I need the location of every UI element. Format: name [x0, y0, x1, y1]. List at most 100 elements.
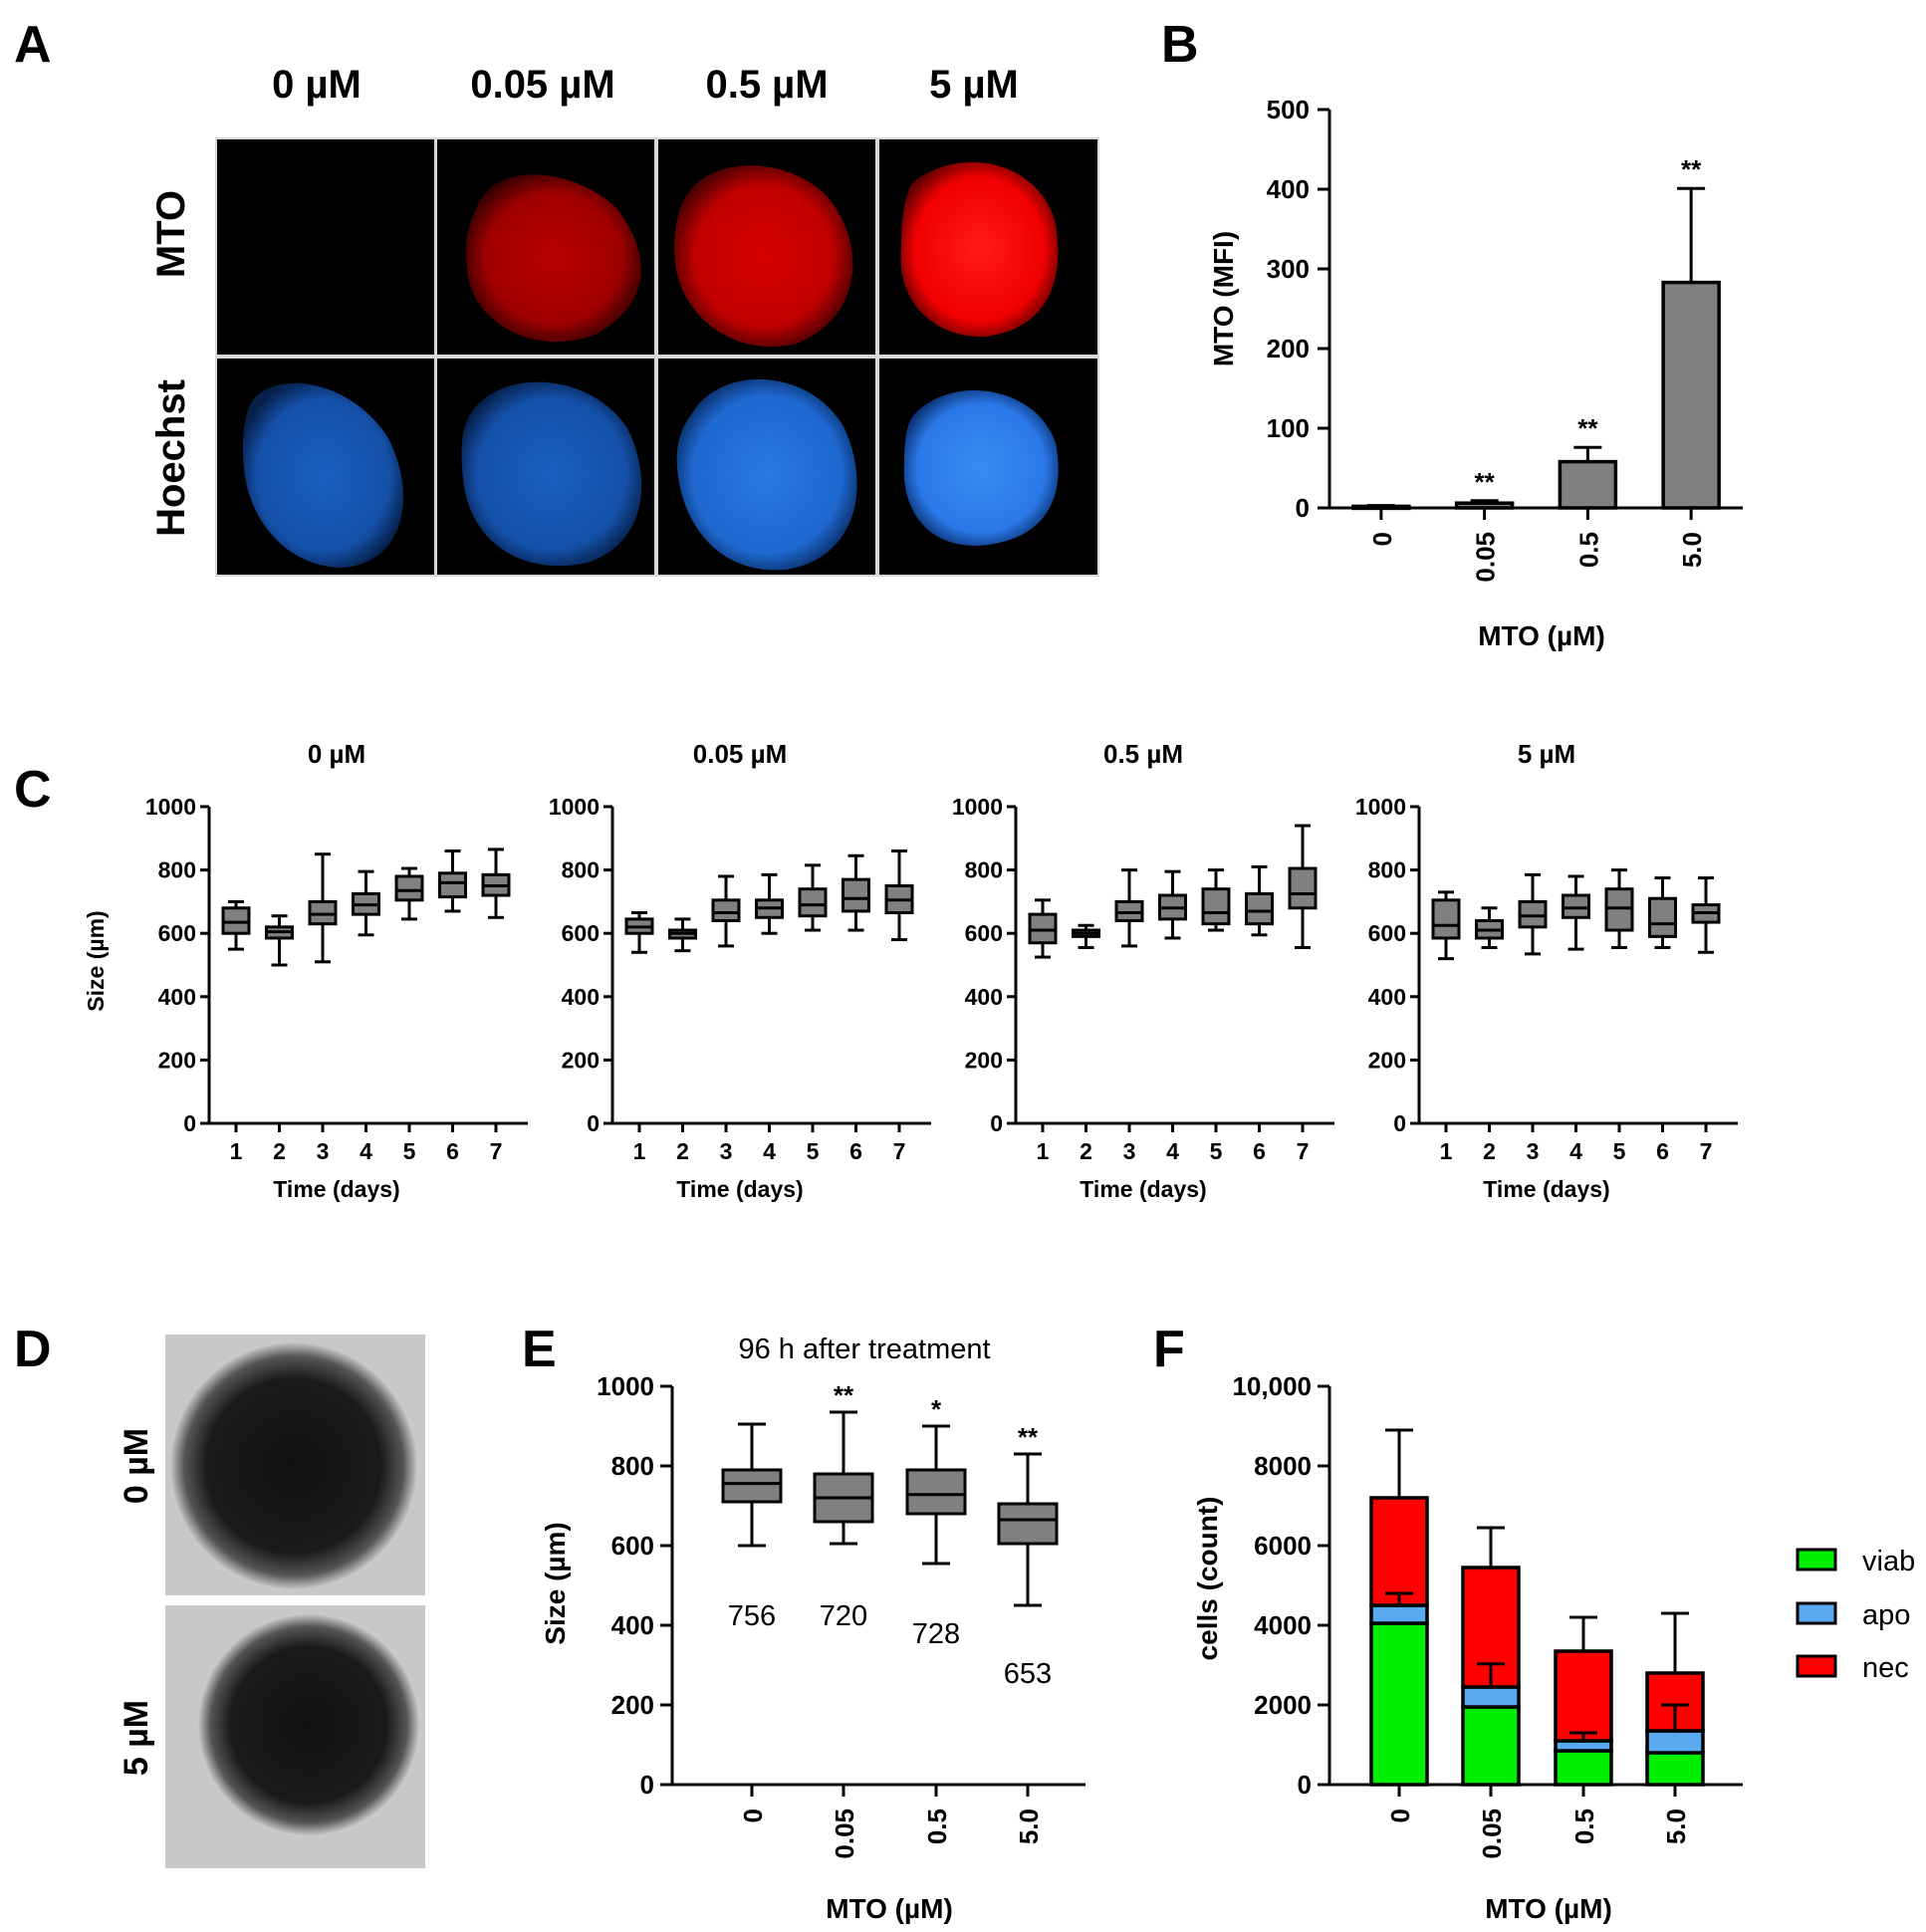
- b-xlabel: MTO (µM): [1478, 620, 1605, 651]
- c-xtick-label: 3: [317, 1138, 330, 1164]
- f-bar-segment-viab: [1461, 1705, 1521, 1787]
- f-ytick-label: 2000: [1254, 1690, 1312, 1720]
- spheroid-hoechst-5: [903, 390, 1059, 546]
- c-xtick-label: 3: [720, 1138, 733, 1164]
- b-xtick-label: 0.05: [1471, 532, 1501, 583]
- b-ylabel: MTO (MFI): [1208, 231, 1239, 366]
- c-xtick-label: 1: [1037, 1138, 1050, 1164]
- f-xtick-label: 5.0: [1661, 1809, 1691, 1844]
- c-xtick-label: 7: [490, 1138, 503, 1164]
- e-title: 96 h after treatment: [738, 1333, 990, 1365]
- panel-label-f: F: [1153, 1321, 1185, 1378]
- f-legend-label-apo: apo: [1862, 1599, 1910, 1631]
- c-xlabel: Time (days): [1080, 1176, 1206, 1202]
- e-xtick-label: 0: [738, 1809, 768, 1822]
- f-bar-segment-apo: [1461, 1685, 1521, 1709]
- c-ytick-label: 1000: [1355, 794, 1406, 820]
- c-subplot-title: 0.05 µM: [693, 739, 787, 769]
- chart-e: 96 h after treatment Size (µm) MTO (µM) …: [540, 1333, 1085, 1924]
- b-ytick-label: 100: [1267, 413, 1310, 443]
- c-ytick-label: 400: [158, 984, 196, 1010]
- b-ytick-label: 400: [1267, 174, 1310, 204]
- c-xtick-label: 5: [807, 1138, 820, 1164]
- c-ytick-label: 400: [965, 984, 1003, 1010]
- b-significance: **: [1475, 467, 1496, 497]
- c-xtick-label: 4: [1569, 1138, 1582, 1164]
- f-ytick-label: 10,000: [1232, 1371, 1312, 1401]
- b-bar: [1558, 459, 1618, 510]
- c-xtick-label: 1: [1440, 1138, 1453, 1164]
- f-xtick-label: 0.5: [1569, 1809, 1599, 1844]
- spheroid-mto-5: [900, 161, 1059, 338]
- c-xtick-label: 5: [403, 1138, 416, 1164]
- panel-label-a: A: [14, 16, 52, 74]
- c-subplot-title: 0.5 µM: [1103, 739, 1183, 769]
- c-xtick-label: 1: [633, 1138, 646, 1164]
- f-ytick-label: 6000: [1254, 1531, 1312, 1561]
- c-box: [1431, 898, 1461, 940]
- c-box: [1028, 912, 1058, 945]
- f-ytick-label: 0: [1298, 1770, 1312, 1800]
- c-xlabel: Time (days): [1483, 1176, 1609, 1202]
- b-ytick-label: 0: [1296, 493, 1310, 523]
- c-xtick-label: 2: [1080, 1138, 1092, 1164]
- c-ytick-label: 200: [1368, 1047, 1406, 1073]
- spheroid-hoechst-0: [242, 382, 403, 568]
- conc-header-0: 0 µM: [272, 63, 361, 107]
- e-box: [721, 1468, 783, 1504]
- b-significance: **: [1681, 154, 1702, 184]
- c-box: [438, 871, 467, 899]
- c-ytick-label: 600: [158, 920, 196, 946]
- e-box: [997, 1502, 1059, 1546]
- b-ytick-label: 300: [1267, 254, 1310, 284]
- c-box: [394, 874, 424, 902]
- c-ytick-label: 600: [562, 920, 600, 946]
- f-legend-label-viab: viab: [1862, 1546, 1915, 1577]
- c-subplot-title: 0 µM: [308, 739, 365, 769]
- e-ylabel: Size (µm): [540, 1522, 571, 1644]
- img-mto-0: [217, 139, 434, 355]
- f-bar-segment-nec: [1554, 1649, 1613, 1743]
- e-median-annotation: 728: [912, 1618, 960, 1650]
- c-xtick-label: 2: [676, 1138, 689, 1164]
- c-ytick-label: 0: [1393, 1110, 1406, 1136]
- e-xtick-label: 0.05: [830, 1809, 859, 1859]
- f-bar-segment-viab: [1554, 1749, 1613, 1787]
- spheroid-mto-05: [674, 165, 853, 348]
- b-bar: [1454, 501, 1515, 510]
- c-ytick-label: 400: [1368, 984, 1406, 1010]
- f-bar-segment-nec: [1369, 1496, 1429, 1607]
- c-xtick-label: 5: [1210, 1138, 1223, 1164]
- b-ytick-label: 200: [1267, 334, 1310, 363]
- row-label-mto: MTO: [149, 190, 193, 278]
- c-box: [1648, 896, 1677, 938]
- c-ytick-label: 0: [587, 1110, 600, 1136]
- spheroid-bf-5: [197, 1613, 420, 1836]
- c-subplot-title: 5 µM: [1518, 739, 1575, 769]
- b-xtick-label: 5.0: [1677, 532, 1707, 568]
- f-bar-segment-nec: [1461, 1566, 1521, 1689]
- c-box: [1604, 887, 1634, 932]
- c-xtick-label: 4: [763, 1138, 776, 1164]
- f-bar-segment-apo: [1369, 1603, 1429, 1625]
- c-xtick-label: 7: [893, 1138, 906, 1164]
- f-legend-label-nec: nec: [1862, 1652, 1909, 1684]
- f-legend-swatch-nec: [1796, 1654, 1837, 1678]
- e-ytick-label: 0: [640, 1770, 654, 1800]
- f-xtick-label: 0: [1385, 1809, 1415, 1822]
- c-xtick-label: 3: [1123, 1138, 1136, 1164]
- c-box: [1245, 891, 1274, 926]
- e-ytick-label: 1000: [597, 1371, 654, 1401]
- e-significance: **: [834, 1380, 854, 1410]
- e-median-annotation: 653: [1004, 1658, 1052, 1690]
- c-ytick-label: 1000: [549, 794, 600, 820]
- c-ytick-label: 800: [158, 857, 196, 883]
- chart-f: cells (count) MTO (µM) 0 2000 4000 6000 8000…: [1192, 1371, 1915, 1924]
- panel-label-d: D: [14, 1321, 52, 1378]
- spheroid-mto-005: [466, 174, 641, 343]
- b-bar: [1661, 280, 1721, 510]
- c-xtick-label: 7: [1700, 1138, 1713, 1164]
- c-ytick-label: 1000: [145, 794, 196, 820]
